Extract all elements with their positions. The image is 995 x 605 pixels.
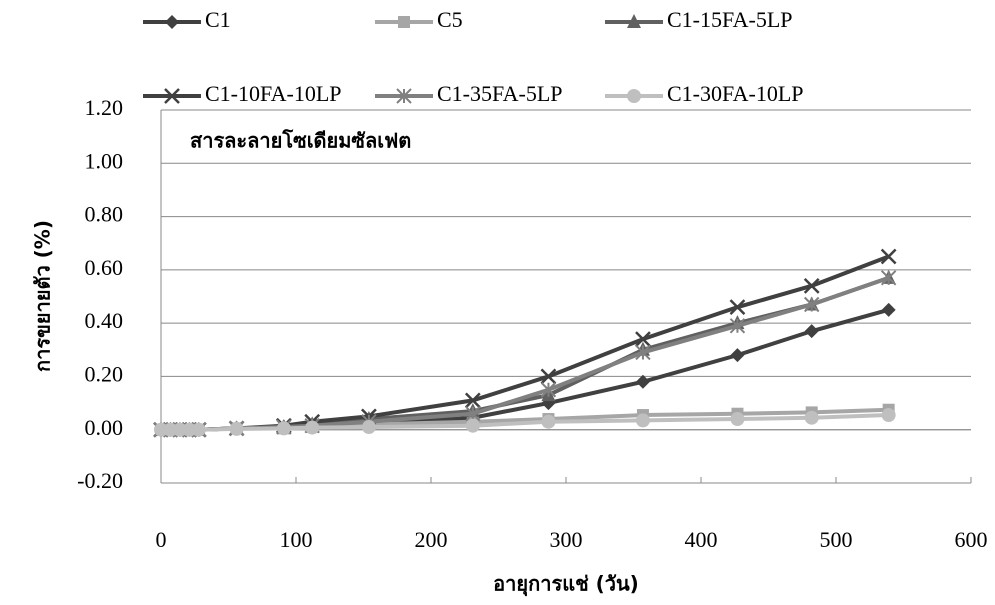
- y-tick-label: 0.60: [85, 255, 124, 280]
- marker: [361, 420, 376, 435]
- y-tick-label: 0.40: [85, 308, 124, 333]
- x-tick-label: 400: [685, 527, 718, 552]
- marker: [803, 296, 820, 313]
- marker: [881, 302, 896, 317]
- y-tick-label: 1.20: [85, 95, 124, 120]
- marker: [881, 408, 896, 423]
- marker: [730, 412, 745, 427]
- legend-label: C1: [205, 7, 231, 32]
- x-tick-label: 300: [550, 527, 583, 552]
- x-axis-title: อายุการแช่ (วัน): [493, 572, 639, 597]
- marker: [729, 299, 746, 316]
- marker: [464, 392, 481, 409]
- marker: [804, 324, 819, 339]
- legend-label: C1-30FA-10LP: [667, 81, 804, 106]
- marker: [165, 15, 179, 29]
- legend-label: C1-10FA-10LP: [205, 81, 342, 106]
- legend-label: C5: [437, 7, 463, 32]
- x-tick-label: 200: [415, 527, 448, 552]
- x-tick-label: 500: [820, 527, 853, 552]
- marker: [627, 89, 641, 103]
- x-tick-label: 0: [156, 527, 167, 552]
- annotation: สารละลายโซเดียมซัลเฟต: [190, 129, 411, 153]
- marker: [803, 277, 820, 294]
- marker: [635, 374, 650, 389]
- y-tick-label: 0.80: [85, 202, 124, 227]
- y-tick-label: -0.20: [77, 468, 123, 493]
- marker: [465, 406, 481, 422]
- marker: [880, 248, 897, 265]
- x-tick-label: 600: [955, 527, 988, 552]
- marker: [541, 414, 556, 429]
- x-tick-label: 100: [280, 527, 313, 552]
- series-line: [161, 413, 889, 432]
- marker: [730, 348, 745, 363]
- legend-label: C1-15FA-5LP: [667, 7, 793, 32]
- marker: [305, 420, 320, 435]
- marker: [276, 421, 291, 436]
- marker: [396, 88, 412, 104]
- marker: [540, 368, 557, 385]
- y-tick-label: 0.00: [85, 415, 124, 440]
- marker: [635, 344, 651, 361]
- marker: [880, 270, 897, 286]
- marker: [164, 88, 180, 104]
- y-tick-label: 1.00: [85, 148, 124, 173]
- y-tick-label: 0.20: [85, 361, 124, 386]
- marker: [229, 421, 244, 436]
- marker: [191, 422, 206, 437]
- marker: [398, 16, 410, 28]
- y-axis-title: การขยายตัว (%): [31, 220, 55, 372]
- marker: [635, 413, 650, 428]
- marker: [465, 418, 480, 433]
- legend-label: C1-35FA-5LP: [437, 81, 563, 106]
- marker: [729, 318, 746, 334]
- marker: [804, 410, 819, 425]
- marker: [635, 331, 651, 348]
- marker: [540, 382, 557, 398]
- marker: [627, 14, 641, 28]
